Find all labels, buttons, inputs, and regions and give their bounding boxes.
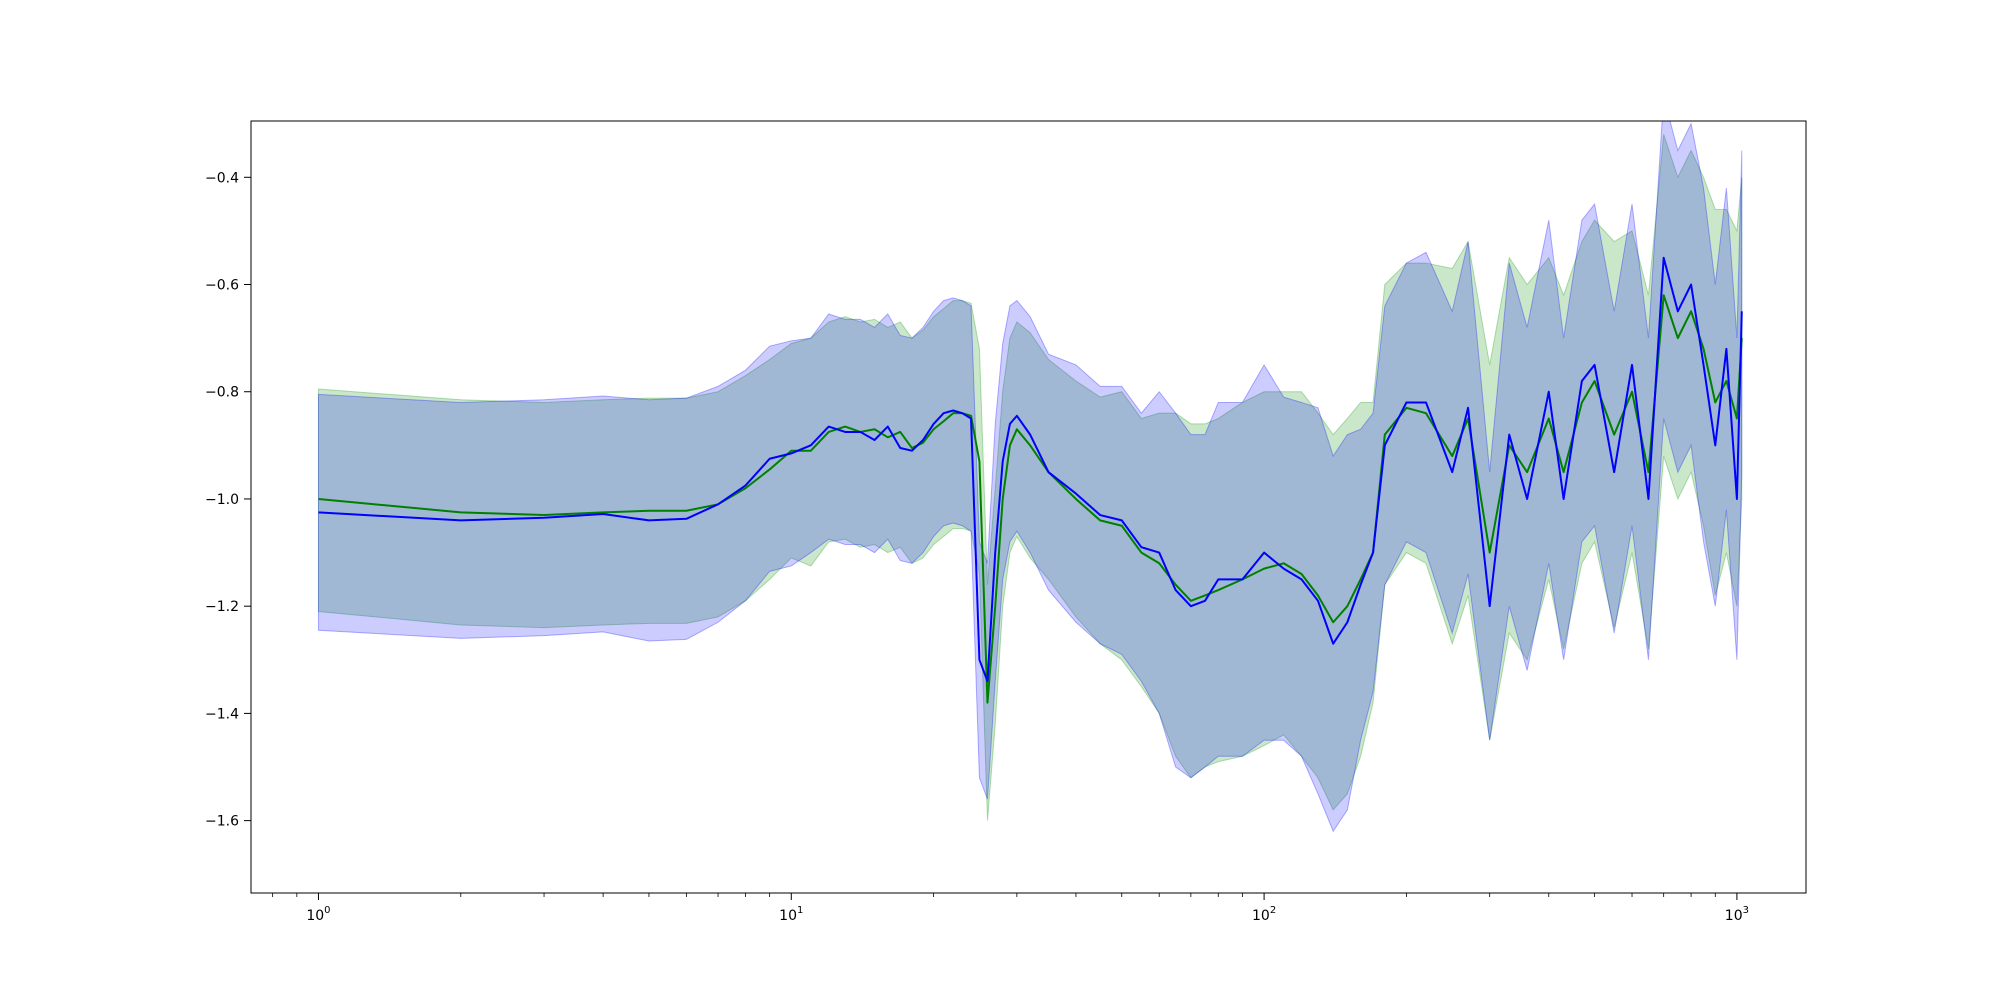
y-tick-label: −0.8 (205, 385, 239, 401)
y-tick-label: −1.2 (205, 599, 239, 615)
axes (250, 120, 1807, 894)
line-series-1 (318, 294, 1743, 704)
y-tick-label: −0.4 (205, 170, 239, 186)
y-tick-label: −1.6 (205, 814, 239, 830)
ticks: 100 101 102 103−0.4−0.6−0.8−1.0−1.2−1.4−1.6 (205, 170, 1749, 924)
y-tick-label: −0.6 (205, 278, 239, 294)
band-series-1 (317, 134, 1743, 821)
series-lines (318, 256, 1743, 704)
plot-frame (250, 120, 1807, 894)
line-series-2 (318, 256, 1743, 683)
y-tick-label: −1.4 (205, 706, 239, 722)
y-tick-label: −1.0 (205, 492, 239, 508)
